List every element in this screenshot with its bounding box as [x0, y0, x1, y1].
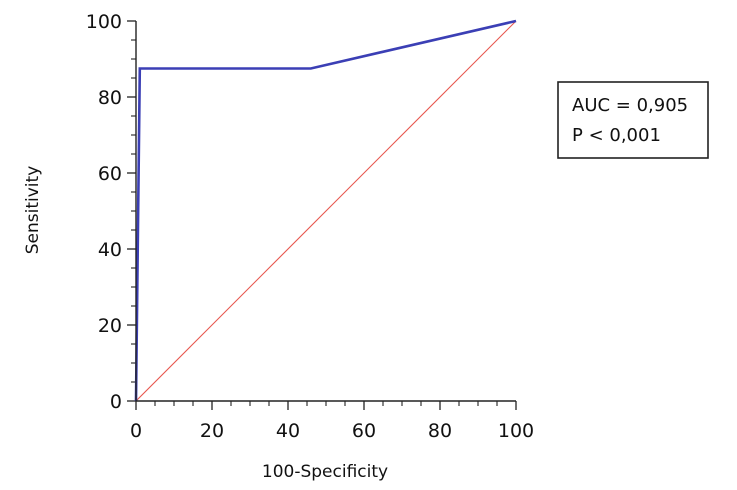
x-tick-label: 40 — [276, 420, 300, 442]
x-tick-label: 80 — [428, 420, 452, 442]
reference-diagonal-line — [135, 20, 517, 402]
x-axis-title: 100-Specificity — [262, 462, 388, 482]
x-tick-label: 20 — [200, 420, 224, 442]
roc-curve-line — [134, 19, 517, 402]
x-tick-label: 60 — [352, 420, 376, 442]
y-axis-title: Sensitivity — [23, 166, 43, 255]
auc-label: AUC = 0,905 — [572, 95, 688, 116]
y-tick-label: 20 — [98, 315, 122, 337]
p-value-label: P < 0,001 — [572, 125, 661, 146]
x-tick-label: 0 — [130, 420, 142, 442]
tick-labels: 0 20 40 60 80 100 0 20 40 60 80 100 — [86, 11, 534, 442]
y-tick-label: 40 — [98, 239, 122, 261]
annotation-box: AUC = 0,905 P < 0,001 — [557, 81, 709, 159]
ticks-layer — [127, 20, 517, 410]
series-layer — [134, 19, 517, 402]
x-tick-label: 100 — [498, 420, 534, 442]
y-tick-label: 80 — [98, 87, 122, 109]
y-tick-label: 60 — [98, 163, 122, 185]
y-tick-label: 100 — [86, 11, 122, 33]
y-tick-label: 0 — [110, 391, 122, 413]
